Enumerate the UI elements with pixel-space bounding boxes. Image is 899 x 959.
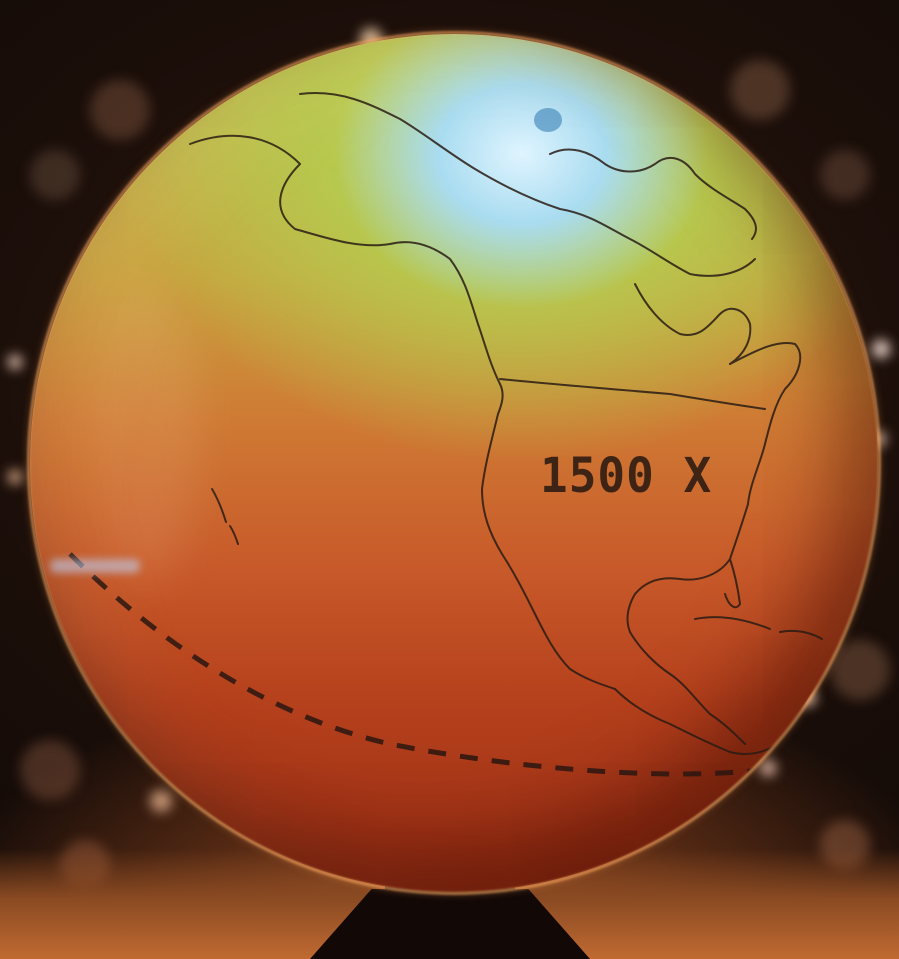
coastline-south-america (774, 731, 848, 775)
bokeh-light (8, 355, 22, 369)
bokeh-light (90, 80, 150, 140)
bokeh-light (820, 150, 870, 200)
bokeh-light (830, 640, 890, 700)
bokeh-light (20, 740, 80, 800)
bokeh-light (150, 790, 172, 812)
bokeh-light (730, 60, 790, 120)
bokeh-light (30, 150, 80, 200)
globe-rim-glow (27, 31, 881, 895)
globe: 1500 X (27, 31, 881, 895)
dashed-reference-line (68, 552, 851, 777)
bokeh-light (8, 470, 22, 484)
bokeh-light (872, 340, 890, 358)
